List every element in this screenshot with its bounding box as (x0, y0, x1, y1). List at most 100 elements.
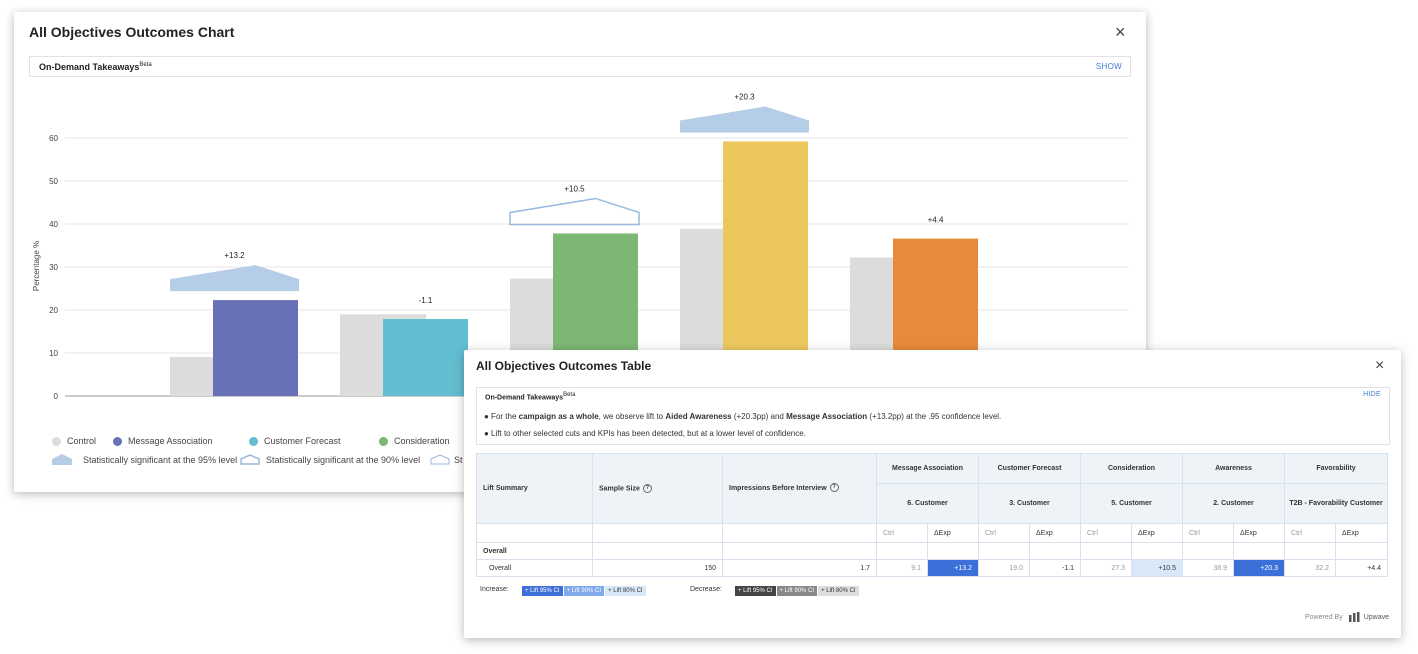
takeaway-bullets: ● For the campaign as a whole, we observ… (484, 408, 1001, 442)
lift-data-label: +13.2 (224, 251, 245, 260)
help-icon[interactable]: ? (829, 483, 839, 493)
group-header-consideration: Consideration (1080, 453, 1184, 484)
empty-cell (927, 542, 979, 560)
table-row: Overall 150 1.7 9.1 +13.2 19.0 -1.1 27.3… (476, 559, 1389, 577)
lift-value[interactable]: +13.2 (927, 559, 979, 577)
empty-cell (722, 523, 877, 543)
consideration-dot-icon (379, 436, 388, 446)
ctrl-header: Ctrl (876, 523, 928, 543)
chart-legend: Control Message Association Customer For… (14, 12, 1146, 492)
ctrl-value: 38.9 (1182, 559, 1235, 577)
subgroup-header: 5. Customer (1080, 483, 1184, 524)
significance-90-marker (509, 197, 640, 226)
legend-item-control[interactable]: Control (52, 436, 96, 446)
sample-size-value: 150 (592, 559, 723, 577)
beta-badge: Beta (563, 392, 576, 398)
y-tick-label: 10 (49, 349, 58, 358)
empty-cell (1335, 542, 1389, 560)
inc-90-chip: + Lift 90% CI (563, 586, 605, 596)
close-icon[interactable]: × (1375, 357, 1385, 374)
dec-80-chip: + Lift 80% CI (818, 586, 859, 596)
chart-title: All Objectives Outcomes Chart (29, 24, 235, 40)
dec-90-chip: + Lift 90% CI (776, 586, 818, 596)
ctrl-value: 9.1 (876, 559, 928, 577)
beta-badge: Beta (139, 62, 152, 68)
decrease-label: Decrease: (690, 586, 722, 593)
customer-forecast-dot-icon (249, 436, 258, 446)
lift-data-label: +20.3 (734, 92, 755, 101)
group-header-favorability: Favorability (1284, 453, 1389, 484)
lift-value[interactable]: +20.3 (1233, 559, 1286, 577)
exposed-bar (383, 319, 468, 396)
takeaways-label: On-Demand TakeawaysBeta (485, 392, 576, 402)
y-tick-label: 0 (54, 392, 59, 401)
decrease-chips: + Lift 95% CI + Lift 90% CI + Lift 80% C… (735, 586, 860, 596)
inc-80-chip: + Lift 80% CI (605, 586, 646, 596)
y-tick-label: 30 (49, 263, 58, 272)
table-modal: All Objectives Outcomes Table × On-Deman… (464, 350, 1401, 638)
ctrl-header: Ctrl (1080, 523, 1133, 543)
takeaways-panel: On-Demand TakeawaysBeta HIDE (476, 387, 1390, 445)
sample-size-header: Sample Size? (592, 453, 723, 524)
empty-cell (1233, 542, 1286, 560)
chart-modal: All Objectives Outcomes Chart × On-Deman… (14, 12, 1146, 492)
empty-cell (592, 523, 723, 543)
subgroup-header: 3. Customer (977, 483, 1082, 524)
increase-chips: + Lift 95% CI + Lift 90% CI + Lift 80% C… (522, 586, 647, 596)
significance-95-marker (680, 106, 809, 133)
exposed-bar (213, 300, 298, 396)
empty-cell (1131, 542, 1184, 560)
significance-95-marker (170, 265, 299, 292)
y-tick-label: 50 (49, 177, 58, 186)
help-icon[interactable]: ? (642, 484, 652, 493)
dexp-header: ΔExp (1131, 523, 1184, 543)
subgroup-header: 6. Customer (876, 483, 979, 524)
legend-item-sig80: St (430, 454, 463, 465)
impressions-header: Impressions Before Interview? (722, 453, 877, 524)
upwave-logo-icon (1348, 612, 1360, 622)
empty-cell (592, 542, 723, 560)
empty-cell (1028, 542, 1082, 560)
control-dot-icon (52, 436, 61, 446)
lift-data-label: -1.1 (419, 296, 433, 305)
inc-95-chip: + Lift 95% CI (522, 586, 563, 596)
empty-cell (722, 542, 877, 560)
hide-takeaways-button[interactable]: HIDE (1363, 391, 1381, 398)
ctrl-value: 27.3 (1080, 559, 1133, 577)
lift-data-label: +4.4 (928, 216, 944, 225)
show-takeaways-button[interactable]: SHOW (1095, 62, 1122, 71)
ctrl-value: 19.0 (978, 559, 1030, 577)
takeaway-bullet-1: ● For the campaign as a whole, we observ… (484, 412, 1002, 421)
ctrl-header: Ctrl (1182, 523, 1235, 543)
empty-cell (476, 523, 593, 543)
ctrl-value: 32.2 (1284, 559, 1337, 577)
takeaways-bar: On-Demand TakeawaysBeta SHOW (29, 56, 1131, 77)
y-tick-label: 40 (49, 220, 58, 229)
empty-cell (978, 542, 1030, 560)
legend-item-message-association[interactable]: Message Association (113, 436, 213, 446)
lift-value[interactable]: +4.4 (1335, 559, 1389, 577)
lift-summary-table: Lift Summary Sample Size? Impressions Be… (476, 453, 1389, 577)
legend-item-consideration[interactable]: Consideration (379, 436, 450, 446)
y-axis-label: Percentage % (32, 241, 41, 291)
lift-value[interactable]: +10.5 (1131, 559, 1184, 577)
close-icon[interactable]: × (1115, 22, 1126, 42)
empty-cell (1182, 542, 1235, 560)
lift-value[interactable]: -1.1 (1028, 559, 1082, 577)
dexp-header: ΔExp (1335, 523, 1389, 543)
section-label: Overall (476, 542, 593, 560)
subgroup-header: 2. Customer (1182, 483, 1286, 524)
dexp-header: ΔExp (927, 523, 979, 543)
legend-item-sig95: Statistically significant at the 95% lev… (52, 454, 237, 465)
lift-data-label: +10.5 (564, 184, 585, 193)
y-tick-label: 20 (49, 306, 58, 315)
subgroup-header: T2B - Favorability Customer (1284, 483, 1389, 524)
table-title: All Objectives Outcomes Table (476, 359, 652, 373)
legend-item-customer-forecast[interactable]: Customer Forecast (249, 436, 341, 446)
row-label: Overall (476, 559, 593, 577)
brand-name: Upwave (1363, 613, 1389, 621)
sig80-shape-icon (430, 454, 450, 465)
impressions-value: 1.7 (722, 559, 877, 577)
sig95-shape-icon (52, 454, 72, 465)
empty-cell (1284, 542, 1337, 560)
